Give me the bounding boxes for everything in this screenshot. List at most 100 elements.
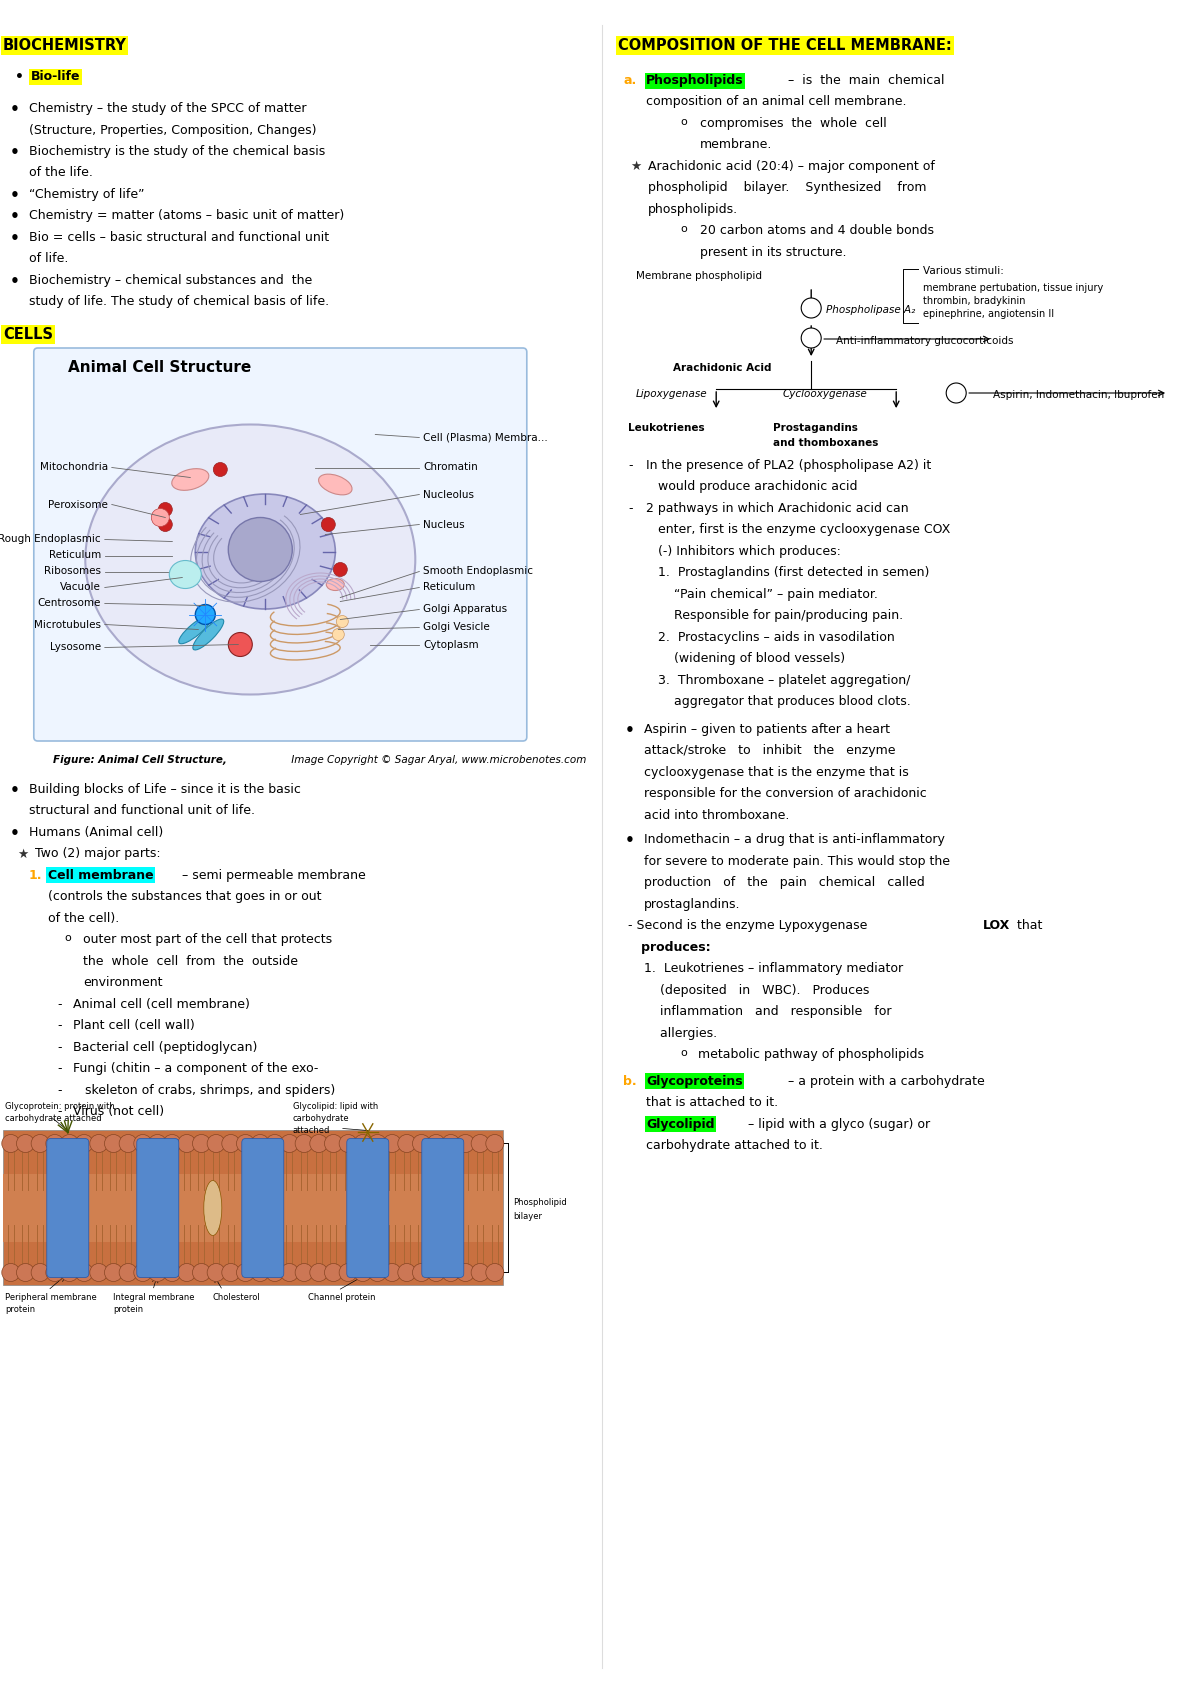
Text: “Chemistry of life”: “Chemistry of life”: [29, 188, 144, 200]
Text: protein: protein: [113, 1306, 143, 1314]
Circle shape: [158, 503, 173, 516]
Text: -: -: [58, 1063, 62, 1075]
Text: ★: ★: [630, 160, 641, 173]
Text: attack/stroke   to   inhibit   the   enzyme: attack/stroke to inhibit the enzyme: [644, 744, 895, 757]
Text: 1.  Leukotrienes – inflammatory mediator: 1. Leukotrienes – inflammatory mediator: [644, 963, 904, 975]
Text: Golgi Apparatus: Golgi Apparatus: [424, 604, 508, 615]
Circle shape: [354, 1263, 372, 1282]
Text: Channel protein: Channel protein: [307, 1294, 376, 1302]
Text: membrane.: membrane.: [700, 139, 773, 151]
Text: Cyclooxygenase: Cyclooxygenase: [784, 389, 868, 399]
Text: Ribosomes: Ribosomes: [43, 567, 101, 577]
Ellipse shape: [204, 1180, 222, 1236]
Text: •: •: [10, 273, 19, 289]
Circle shape: [222, 1263, 240, 1282]
Text: −: −: [806, 333, 816, 341]
Circle shape: [442, 1263, 460, 1282]
Circle shape: [427, 1134, 445, 1153]
Text: Bio = cells – basic structural and functional unit: Bio = cells – basic structural and funct…: [29, 231, 329, 245]
Circle shape: [322, 518, 335, 531]
Text: Peripheral membrane: Peripheral membrane: [5, 1294, 96, 1302]
FancyBboxPatch shape: [47, 1138, 89, 1277]
Circle shape: [228, 518, 293, 581]
Text: -: -: [628, 458, 632, 472]
Circle shape: [60, 1134, 78, 1153]
Circle shape: [46, 1134, 64, 1153]
Circle shape: [472, 1134, 490, 1153]
Ellipse shape: [169, 560, 202, 589]
Text: –  is  the  main  chemical: – is the main chemical: [784, 75, 944, 87]
Text: - Second is the enzyme Lypoxygenase: - Second is the enzyme Lypoxygenase: [628, 920, 871, 932]
Text: COMPOSITION OF THE CELL MEMBRANE:: COMPOSITION OF THE CELL MEMBRANE:: [618, 37, 952, 53]
Circle shape: [456, 1263, 474, 1282]
Text: of the life.: of the life.: [29, 166, 92, 180]
Text: (widening of blood vessels): (widening of blood vessels): [646, 652, 845, 666]
Circle shape: [158, 518, 173, 531]
Text: epinephrine, angiotensin II: epinephrine, angiotensin II: [923, 309, 1054, 319]
Text: – semi permeable membrane: – semi permeable membrane: [178, 869, 366, 881]
Text: BIOCHEMISTRY: BIOCHEMISTRY: [2, 37, 127, 53]
Text: 20 carbon atoms and 4 double bonds: 20 carbon atoms and 4 double bonds: [700, 224, 934, 238]
Circle shape: [456, 1134, 474, 1153]
Circle shape: [104, 1263, 122, 1282]
Text: structural and functional unit of life.: structural and functional unit of life.: [29, 805, 254, 817]
Circle shape: [104, 1134, 122, 1153]
Text: bilayer: bilayer: [512, 1212, 542, 1221]
Text: Building blocks of Life – since it is the basic: Building blocks of Life – since it is th…: [29, 783, 301, 796]
Circle shape: [236, 1263, 254, 1282]
Circle shape: [442, 1134, 460, 1153]
Text: -: -: [628, 503, 632, 514]
Circle shape: [340, 1134, 358, 1153]
Circle shape: [90, 1134, 108, 1153]
Circle shape: [214, 462, 227, 477]
Text: •: •: [10, 102, 19, 117]
Circle shape: [281, 1263, 299, 1282]
Circle shape: [310, 1263, 328, 1282]
Circle shape: [76, 1263, 94, 1282]
Text: -: -: [58, 1019, 62, 1032]
Text: Nucleolus: Nucleolus: [424, 489, 474, 499]
Circle shape: [251, 1263, 269, 1282]
Text: Reticulum: Reticulum: [424, 582, 475, 593]
Text: produces:: produces:: [628, 941, 710, 954]
Text: Arachidonic Acid: Arachidonic Acid: [673, 363, 772, 374]
Text: enter, first is the enzyme cyclooxygenase COX: enter, first is the enzyme cyclooxygenas…: [646, 523, 950, 537]
Text: that: that: [1013, 920, 1043, 932]
Text: o: o: [680, 224, 686, 234]
Circle shape: [208, 1134, 226, 1153]
Circle shape: [486, 1263, 504, 1282]
Circle shape: [486, 1134, 504, 1153]
Text: (controls the substances that goes in or out: (controls the substances that goes in or…: [48, 890, 322, 903]
Circle shape: [31, 1134, 49, 1153]
Text: •: •: [10, 783, 19, 798]
Text: Nucleus: Nucleus: [424, 520, 464, 530]
Circle shape: [383, 1134, 401, 1153]
Circle shape: [90, 1263, 108, 1282]
Text: study of life. The study of chemical basis of life.: study of life. The study of chemical bas…: [29, 295, 329, 309]
Text: Chemistry = matter (atoms – basic unit of matter): Chemistry = matter (atoms – basic unit o…: [29, 209, 344, 222]
Text: prostaglandins.: prostaglandins.: [644, 898, 740, 912]
FancyBboxPatch shape: [242, 1138, 284, 1277]
Text: Bacterial cell (peptidoglycan): Bacterial cell (peptidoglycan): [73, 1041, 257, 1054]
Text: Cell (Plasma) Membra...: Cell (Plasma) Membra...: [424, 433, 548, 443]
Text: phospholipids.: phospholipids.: [648, 204, 738, 216]
Circle shape: [266, 1134, 284, 1153]
Text: o: o: [65, 934, 72, 944]
Text: Smooth Endoplasmic: Smooth Endoplasmic: [424, 567, 533, 577]
FancyBboxPatch shape: [34, 348, 527, 740]
Text: ★: ★: [17, 847, 28, 861]
Circle shape: [324, 1134, 342, 1153]
Circle shape: [236, 1134, 254, 1153]
Text: Two (2) major parts:: Two (2) major parts:: [35, 847, 161, 861]
Text: 1.: 1.: [29, 869, 42, 881]
Text: −: −: [952, 387, 960, 397]
Circle shape: [196, 604, 215, 625]
Bar: [2, 1173, 503, 1243]
Text: that is attached to it.: that is attached to it.: [646, 1097, 778, 1109]
Text: for severe to moderate pain. This would stop the: for severe to moderate pain. This would …: [644, 856, 950, 868]
Text: •: •: [10, 144, 19, 160]
Circle shape: [163, 1263, 181, 1282]
Text: carbohydrate: carbohydrate: [293, 1114, 349, 1124]
Text: Glycoproteins: Glycoproteins: [646, 1075, 743, 1088]
Text: and thomboxanes: and thomboxanes: [773, 438, 878, 448]
